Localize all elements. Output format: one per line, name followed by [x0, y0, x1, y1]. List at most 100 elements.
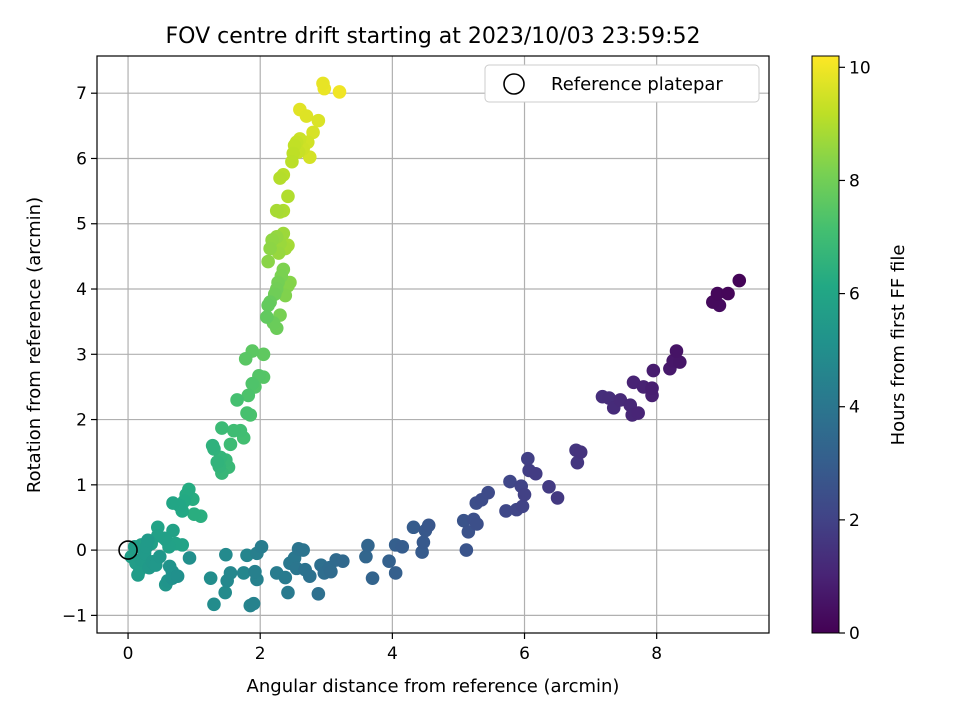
y-tick-label: −1: [62, 606, 87, 626]
data-point: [260, 310, 274, 324]
data-point: [141, 533, 155, 548]
data-point: [238, 352, 253, 366]
colorbar-tick-label: 8: [849, 171, 860, 191]
data-point: [210, 455, 225, 469]
data-point: [515, 499, 530, 514]
y-axis-ticks: −1 0 1 2 3 4 5 6 7: [62, 84, 97, 626]
data-point: [470, 517, 484, 531]
data-point: [230, 393, 244, 407]
data-point: [218, 585, 232, 600]
data-point: [207, 597, 221, 612]
colorbar-tick-label: 2: [849, 511, 860, 531]
data-point: [261, 298, 275, 313]
data-point: [152, 549, 167, 564]
data-point: [263, 241, 277, 256]
data-point: [521, 451, 535, 466]
data-point: [499, 504, 513, 518]
colorbar-gradient: [811, 55, 840, 634]
x-tick-label: 0: [123, 644, 134, 664]
x-tick-label: 2: [255, 644, 266, 664]
data-point: [361, 538, 375, 553]
data-point: [517, 487, 532, 502]
data-point: [710, 286, 725, 301]
data-point: [278, 570, 293, 585]
colorbar-tick-label: 4: [849, 398, 860, 418]
data-point: [324, 564, 338, 579]
data-point: [459, 543, 474, 557]
data-point: [388, 566, 403, 580]
data-point: [311, 587, 326, 601]
data-point: [182, 551, 197, 565]
data-point: [269, 203, 284, 218]
data-point: [359, 549, 373, 564]
data-point: [236, 566, 251, 580]
data-point: [645, 381, 659, 396]
data-point: [336, 554, 350, 569]
x-axis-label: Angular distance from reference (arcmin): [247, 676, 620, 697]
data-point: [203, 571, 218, 585]
colorbar-tick-label: 6: [849, 285, 860, 305]
x-tick-label: 6: [519, 644, 530, 664]
colorbar-label: Hours from first FF file: [888, 245, 909, 446]
y-tick-label: 5: [76, 215, 87, 235]
colorbar-ticks: 0 2 4 6 8 10: [839, 58, 871, 644]
data-point: [281, 585, 295, 600]
y-tick-label: 1: [76, 476, 87, 496]
plot-frame: [96, 55, 770, 634]
colorbar-tick-label: 0: [849, 624, 860, 644]
data-point: [542, 479, 556, 494]
data-point: [332, 85, 347, 99]
data-point: [299, 109, 314, 123]
data-point: [316, 76, 330, 91]
data-point: [461, 525, 476, 539]
y-tick-label: 0: [76, 541, 87, 561]
y-tick-label: 4: [76, 280, 87, 300]
data-point: [421, 518, 436, 533]
data-point: [205, 438, 220, 453]
x-tick-label: 4: [387, 644, 398, 664]
legend: Reference platepar: [484, 64, 760, 103]
colorbar: 0 2 4 6 8 10 Hours from first FF file: [811, 55, 909, 644]
y-axis-label: Rotation from reference (arcmin): [24, 197, 45, 493]
data-point: [296, 543, 310, 557]
data-point: [311, 113, 326, 128]
data-point: [382, 554, 396, 569]
data-point: [261, 254, 275, 269]
data-point: [631, 406, 645, 420]
data-point: [281, 189, 295, 204]
data-point: [240, 406, 254, 420]
data-point: [223, 566, 238, 580]
data-point: [503, 474, 517, 489]
reference-platepar-marker: [118, 540, 138, 560]
data-point: [528, 466, 543, 481]
data-point: [187, 507, 201, 522]
data-point: [570, 455, 585, 470]
chart-title: FOV centre drift starting at 2023/10/03 …: [166, 24, 701, 49]
data-point: [170, 569, 185, 584]
data-point: [302, 569, 317, 584]
data-point: [395, 540, 410, 554]
data-point: [669, 344, 684, 358]
data-point: [166, 523, 180, 538]
data-point: [273, 171, 287, 185]
data-point: [248, 564, 262, 579]
data-point: [226, 423, 241, 438]
data-point: [365, 571, 380, 585]
data-point: [646, 363, 661, 378]
x-axis-ticks: 0 2 4 6 8: [123, 633, 662, 664]
data-point: [246, 596, 261, 611]
y-tick-label: 7: [76, 84, 87, 104]
data-point: [215, 421, 229, 435]
x-tick-label: 8: [651, 644, 662, 664]
legend-entry-reference: Reference platepar: [551, 74, 723, 95]
data-point: [256, 347, 271, 362]
data-point: [732, 273, 747, 288]
data-point: [254, 540, 269, 554]
y-tick-label: 2: [76, 411, 87, 431]
data-point: [721, 286, 735, 301]
data-point: [285, 154, 299, 169]
data-point: [456, 513, 471, 528]
data-point: [550, 491, 565, 505]
